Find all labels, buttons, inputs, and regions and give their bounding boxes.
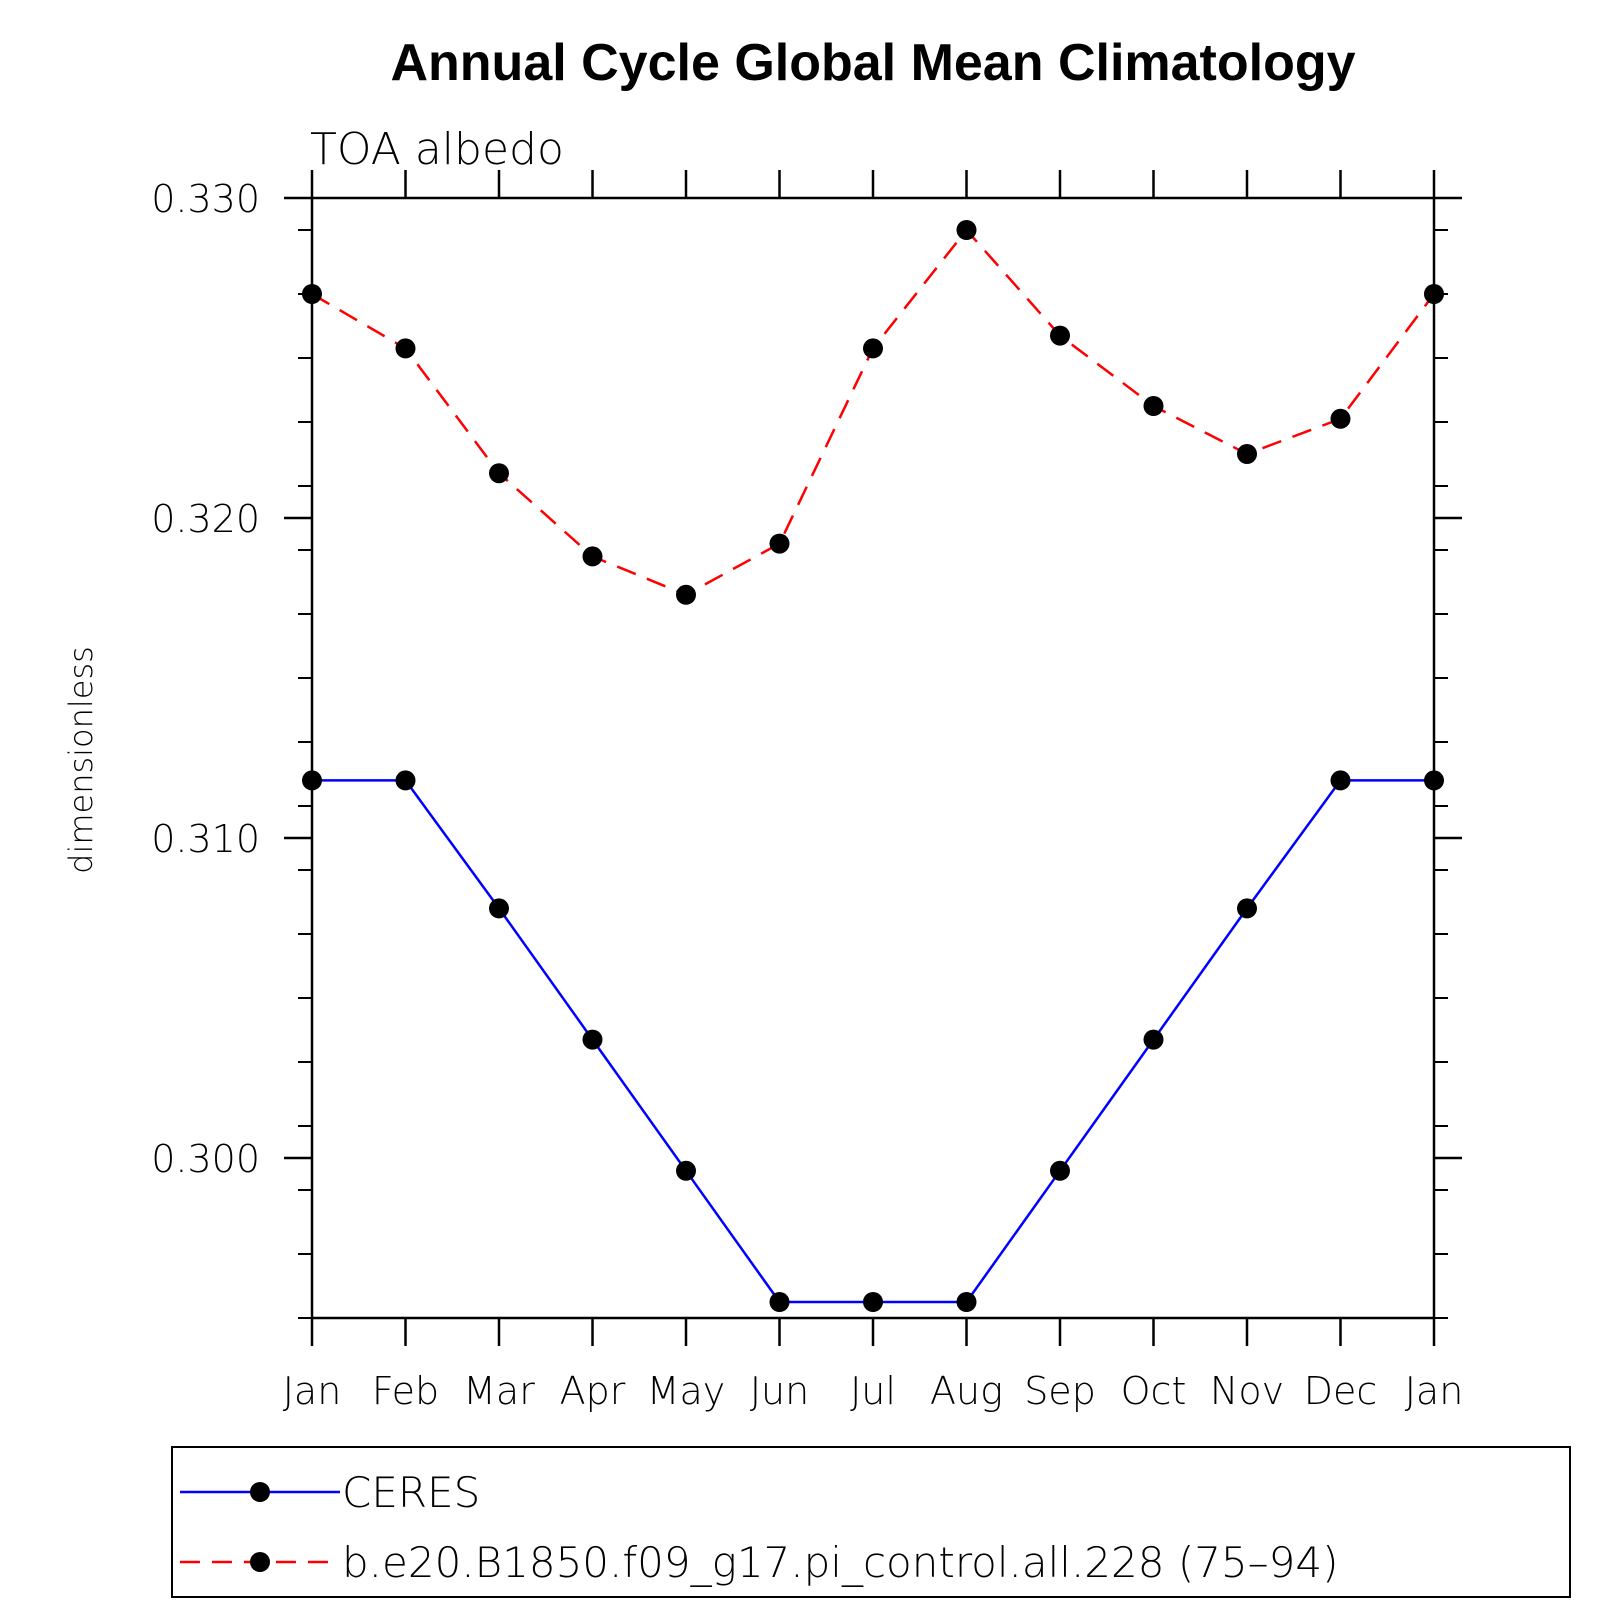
chart-title: Annual Cycle Global Mean Climatology <box>390 34 1355 92</box>
data-point <box>489 898 509 919</box>
x-tick-labels: Jan Feb Mar Apr May Jun Jul Aug Sep Oct Nov Dec Jan <box>283 1369 1464 1413</box>
data-point <box>302 770 322 791</box>
chart-subtitle: TOA albedo <box>310 124 564 175</box>
x-tick-label: Jan <box>1405 1369 1464 1413</box>
legend-label-model: b.e20.B1850.f09_g17.pi_control.all.228 (… <box>342 1538 1338 1587</box>
data-point <box>863 338 883 359</box>
data-point <box>1143 396 1164 416</box>
data-point <box>1050 325 1070 346</box>
legend-box <box>171 1446 1571 1598</box>
plot-area-frame <box>310 196 1436 1320</box>
x-tick-label: Dec <box>1304 1369 1378 1413</box>
data-point <box>1143 1029 1164 1050</box>
legend-marker <box>250 1482 270 1502</box>
series-layer <box>302 220 1444 1312</box>
data-point <box>1424 770 1444 791</box>
x-tick-label: Aug <box>930 1369 1003 1413</box>
y-axis-label: dimensionless <box>62 646 100 874</box>
series-model <box>302 220 1444 605</box>
data-point <box>395 338 416 359</box>
x-tick-label: Apr <box>560 1369 626 1413</box>
x-tick-label: Mar <box>463 1369 535 1413</box>
y-tick-label: 0.300 <box>151 1137 260 1181</box>
data-point <box>582 1029 603 1050</box>
data-point <box>956 1292 977 1312</box>
data-point <box>1330 770 1351 791</box>
legend-items: CERES b.e20.B1850.f09_g17.pi_control.all.… <box>180 1468 1338 1587</box>
data-point <box>302 284 322 304</box>
x-tick-label: Sep <box>1024 1369 1096 1413</box>
series-ceres <box>302 770 1444 1312</box>
series-line <box>312 779 1434 1304</box>
legend-marker <box>250 1552 270 1572</box>
x-tick-label: Jan <box>283 1369 342 1413</box>
x-tick-label: May <box>647 1369 726 1413</box>
data-point <box>489 463 509 484</box>
data-point <box>956 220 977 240</box>
data-point <box>1237 898 1257 919</box>
data-point <box>769 1292 790 1312</box>
data-point <box>582 546 603 567</box>
y-tick-label: 0.310 <box>151 817 260 861</box>
x-tick-label: Oct <box>1121 1369 1187 1413</box>
legend: CERES b.e20.B1850.f09_g17.pi_control.all.… <box>171 1446 1571 1598</box>
x-tick-label: Jul <box>850 1369 896 1413</box>
x-tick-label: Feb <box>372 1369 439 1413</box>
y-tick-label: 0.330 <box>151 177 260 221</box>
y-tick-labels: 0.300 0.310 0.320 0.330 <box>151 177 260 1181</box>
x-tick-label: Nov <box>1210 1369 1284 1413</box>
data-point <box>863 1292 883 1312</box>
data-point <box>1050 1160 1070 1181</box>
data-point <box>676 584 696 605</box>
data-point <box>676 1160 696 1181</box>
data-point <box>1330 408 1351 429</box>
axis-ticks <box>284 170 1462 1346</box>
data-point <box>395 770 416 791</box>
series-line <box>311 228 1436 597</box>
legend-label-ceres: CERES <box>342 1468 480 1517</box>
data-point <box>769 533 790 554</box>
y-tick-label: 0.320 <box>151 497 260 541</box>
x-tick-label: Jun <box>750 1369 809 1413</box>
data-point <box>1424 284 1444 304</box>
data-point <box>1237 444 1257 464</box>
